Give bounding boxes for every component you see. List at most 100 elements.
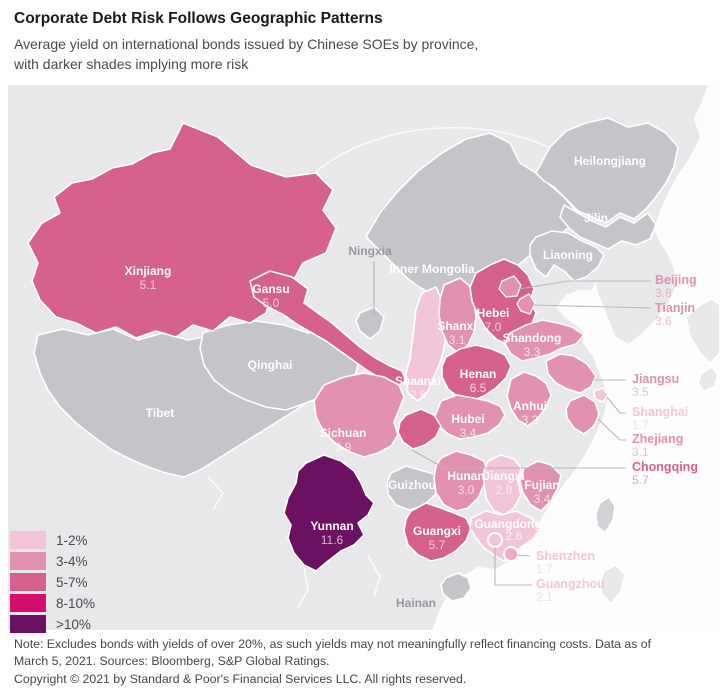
province-guangxi <box>403 502 472 562</box>
subtitle-line-1: Average yield on international bonds iss… <box>14 36 479 52</box>
leader-chongqing <box>411 449 626 469</box>
province-sichuan <box>313 372 405 458</box>
label-shandong: Shandong <box>503 331 562 345</box>
value-jiangxi: 2.8 <box>496 483 513 497</box>
value-chongqing: 5.7 <box>632 473 649 487</box>
label-tibet: Tibet <box>146 406 174 420</box>
leader-shenzhen <box>516 554 531 557</box>
value-hebei: 7.0 <box>485 320 502 334</box>
legend-item-1: 1-2% <box>10 531 95 549</box>
chart-subtitle: Average yield on international bonds iss… <box>14 35 714 75</box>
island-luzon <box>599 564 626 605</box>
province-liaoning <box>529 230 605 282</box>
label-fujian: Fujian <box>524 478 559 492</box>
legend-label-3: 5-7% <box>56 574 88 590</box>
value-hubei: 3.4 <box>460 426 477 440</box>
island-taiwan <box>595 496 616 534</box>
province-henan <box>441 344 512 402</box>
value-xinjiang: 5.1 <box>140 278 157 292</box>
legend-label-2: 3-4% <box>56 553 88 569</box>
label-shanghai: Shanghai <box>632 405 688 419</box>
leader-zhejiang <box>597 418 626 441</box>
note-line-1: Note: Excludes bonds with yields of over… <box>14 637 652 651</box>
border-mongolia-russia <box>307 127 565 180</box>
value-guangxi: 5.7 <box>429 538 446 552</box>
label-anhui: Anhui <box>513 399 547 413</box>
label-yunnan: Yunnan <box>310 519 353 533</box>
label-hainan: Hainan <box>396 596 436 610</box>
leader-guangzhou <box>494 547 532 586</box>
province-ningxia <box>355 306 385 340</box>
legend-label-4: 8-10% <box>56 595 96 611</box>
value-hunan: 3.0 <box>458 483 475 497</box>
label-henan: Henan <box>460 367 497 381</box>
chart-footnotes: Note: Excludes bonds with yields of over… <box>14 636 720 688</box>
label-chongqing: Chongqing <box>632 460 698 474</box>
province-shanghai <box>593 387 609 403</box>
label-hunan: Hunan <box>447 469 484 483</box>
label-shaanxi: Shaanxi <box>395 374 441 388</box>
value-shaanxi: 2.5 <box>410 388 427 402</box>
label-tianjin: Tianjin <box>655 301 695 315</box>
province-tianjin <box>516 293 536 315</box>
leader-beijing <box>518 280 651 290</box>
value-fujian: 3.4 <box>534 492 551 506</box>
value-gansu: 5.0 <box>263 296 280 310</box>
legend-item-3: 5-7% <box>10 573 95 591</box>
legend-swatch-5 <box>10 615 46 633</box>
label-jiangsu: Jiangsu <box>632 372 679 386</box>
province-jiangxi <box>483 454 522 516</box>
province-guizhou <box>386 465 441 511</box>
province-jiangsu <box>545 353 597 394</box>
province-anhui <box>506 371 552 427</box>
value-jiangsu: 3.5 <box>632 385 649 399</box>
legend-item-2: 3-4% <box>10 552 95 570</box>
legend-swatch-4 <box>10 594 46 612</box>
legend-item-5: >10% <box>10 615 95 633</box>
value-guangdong: 2.6 <box>506 529 523 543</box>
province-beijing <box>498 275 522 298</box>
legend-swatch-2 <box>10 552 46 570</box>
province-fujian <box>519 460 562 512</box>
value-shanxi: 3.1 <box>449 333 466 347</box>
china-choropleth-map: Xinjiang 5.1 Gansu 5.0 Shaanxi 2.5 Shanx… <box>8 85 720 633</box>
label-guangxi: Guangxi <box>413 524 461 538</box>
label-xinjiang: Xinjiang <box>125 264 172 278</box>
border-south-asia-2 <box>207 476 224 511</box>
label-sichuan: Sichuan <box>320 426 367 440</box>
label-jiangxi: Jiangxi <box>483 469 524 483</box>
label-beijing: Beijing <box>655 273 697 287</box>
value-shenzhen: 1.7 <box>536 562 553 576</box>
province-heilongjiang <box>535 117 679 224</box>
island-japan-kyushu <box>697 366 719 392</box>
province-yunnan <box>283 454 375 572</box>
value-zhejiang: 3.1 <box>632 445 649 459</box>
legend-label-1: 1-2% <box>56 532 88 548</box>
value-sichuan: 3.9 <box>335 440 352 454</box>
province-zhejiang <box>565 394 600 435</box>
label-guangzhou: Guangzhou <box>536 577 605 591</box>
legend-swatch-3 <box>10 573 46 591</box>
border-indochina-2 <box>367 554 381 598</box>
label-shanxi: Shanxi <box>437 319 476 333</box>
value-anhui: 3.3 <box>522 413 539 427</box>
label-qinghai: Qinghai <box>248 358 293 372</box>
city-circle-shenzhen <box>503 546 519 562</box>
label-guizhou: Guizhou <box>388 478 436 492</box>
label-hebei: Hebei <box>477 306 510 320</box>
value-tianjin: 3.6 <box>655 314 672 328</box>
chart-header: Corporate Debt Risk Follows Geographic P… <box>0 0 728 75</box>
label-gansu: Gansu <box>252 282 289 296</box>
value-guangzhou: 2.1 <box>536 590 553 604</box>
label-ningxia: Ningxia <box>348 244 392 258</box>
legend-item-4: 8-10% <box>10 594 95 612</box>
province-hunan <box>433 450 489 512</box>
island-japan-honshu <box>685 298 720 364</box>
border-indochina-1 <box>297 566 309 608</box>
label-liaoning: Liaoning <box>543 248 593 262</box>
value-shanghai: 1.7 <box>632 418 649 432</box>
leader-tianjin <box>532 304 652 309</box>
province-shandong <box>504 319 585 362</box>
legend-swatch-1 <box>10 531 46 549</box>
value-beijing: 3.8 <box>655 286 672 300</box>
